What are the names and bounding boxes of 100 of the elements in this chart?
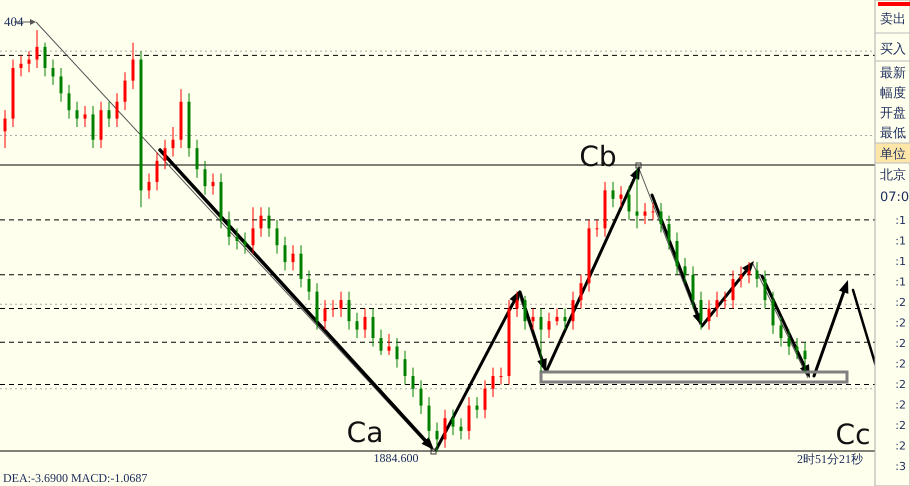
candlestick [364, 308, 366, 339]
candlestick [556, 308, 558, 326]
candlestick [44, 42, 46, 77]
candlestick [236, 228, 238, 250]
candlestick [788, 329, 790, 356]
text: 北京 [880, 168, 906, 183]
candlestick [388, 333, 390, 356]
candlestick [804, 342, 806, 372]
candlestick [404, 350, 406, 385]
candlestick [396, 338, 398, 368]
candlestick [780, 316, 782, 347]
candlestick [332, 300, 334, 318]
candlestick [308, 270, 310, 301]
candlestick [660, 202, 662, 234]
candlestick [708, 300, 710, 330]
candlestick [732, 270, 734, 310]
candlestick [460, 418, 462, 440]
candlestick [116, 92, 118, 128]
candlestick [796, 338, 798, 360]
candlestick [580, 274, 582, 310]
annotation: 1884.600 [374, 451, 418, 465]
text: 单位 [880, 147, 906, 162]
candlestick [532, 308, 534, 330]
annotation: Cb [579, 140, 617, 173]
text: 买入 [880, 42, 906, 57]
candlestick [476, 396, 478, 419]
candlestick [756, 262, 758, 288]
candlestick [284, 236, 286, 272]
candlestick [612, 181, 614, 208]
candlestick [596, 219, 598, 238]
candlestick [60, 67, 62, 102]
candlestick [540, 308, 542, 372]
candlestick [276, 219, 278, 254]
candlestick [740, 266, 742, 288]
candlestick [620, 186, 622, 208]
candlestick [84, 105, 86, 128]
text: :2 [895, 316, 906, 330]
candlestick [76, 101, 78, 128]
candlestick [36, 30, 38, 68]
candlestick [124, 72, 126, 111]
candlestick [380, 329, 382, 356]
text: :1 [895, 276, 906, 288]
candlestick [212, 172, 214, 196]
annotation: Ca [346, 416, 384, 449]
candlestick [444, 409, 446, 448]
text: 卖出 [880, 12, 906, 27]
candlestick [652, 202, 654, 220]
candlestick [164, 139, 166, 170]
text: 最低 [880, 126, 906, 141]
text: Cc [836, 418, 870, 451]
candlestick [420, 380, 422, 415]
text: :2 [895, 378, 906, 391]
text: :2 [895, 419, 906, 432]
candlestick [716, 291, 718, 318]
candlestick [268, 206, 270, 238]
text: :1 [895, 255, 906, 268]
candlestick [148, 172, 150, 200]
candlestick [324, 300, 326, 330]
candlestick [668, 215, 670, 250]
candlestick [372, 308, 374, 347]
candlestick [548, 312, 550, 339]
candlestick [204, 160, 206, 196]
text: :3 [895, 460, 906, 473]
text: 404 [4, 14, 24, 29]
text: :1 [895, 234, 906, 248]
candlestick [412, 367, 414, 398]
candlestick [492, 367, 494, 398]
candlestick [452, 409, 454, 436]
candlestick [260, 206, 262, 238]
candlestick [724, 291, 726, 310]
candlestick [340, 291, 342, 318]
candlestick [292, 244, 294, 272]
candlestick [484, 380, 486, 419]
text: :1 [895, 214, 906, 227]
candlestick [252, 206, 254, 254]
annotation: 2时51分21秒 [797, 452, 863, 466]
candlestick [516, 291, 518, 318]
candlestick [52, 59, 54, 86]
candlestick [700, 291, 702, 330]
text: 幅度 [880, 85, 906, 101]
text: 07:0 [880, 190, 910, 205]
text: :2 [895, 296, 906, 309]
candlestick [524, 295, 526, 330]
candlestick [572, 291, 574, 330]
text: 开盘 [880, 106, 906, 121]
candlestick [356, 312, 358, 339]
candlestick [748, 262, 750, 284]
text: 最新 [880, 66, 906, 81]
candlestick [348, 291, 350, 330]
text: :2 [895, 337, 906, 350]
candlestick [172, 126, 174, 158]
candlestick [68, 84, 70, 120]
candlestick [644, 202, 646, 225]
candlestick [764, 270, 766, 310]
candlestick [500, 367, 502, 385]
candlestick [196, 139, 198, 178]
candlestick [20, 54, 22, 77]
candlestick [156, 152, 158, 191]
candlestick [108, 101, 110, 128]
candlestick [228, 210, 230, 246]
